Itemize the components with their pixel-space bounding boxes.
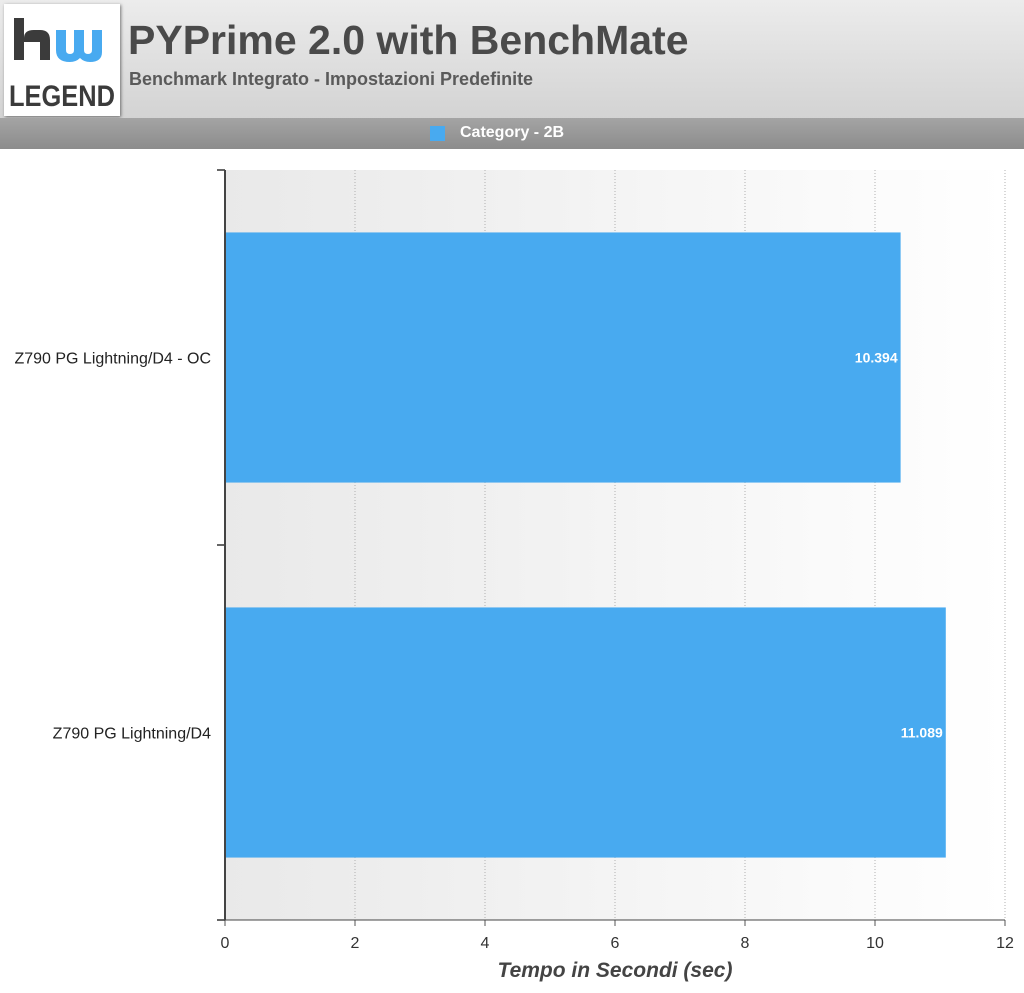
legend-swatch (430, 126, 445, 141)
y-category-label: Z790 PG Lightning/D4 (53, 726, 211, 743)
bar-value-label: 10.394 (855, 350, 898, 366)
bar (225, 607, 946, 858)
bar (225, 232, 901, 483)
x-tick-label: 6 (611, 935, 620, 952)
x-tick-label: 8 (741, 935, 750, 952)
bar-chart: 0 2 4 6 8 10 12 10.394 Z790 PG Lightning/D4 - OC… (14, 169, 1014, 982)
x-tick-label: 10 (866, 935, 884, 952)
hwlegend-logo-icon: LEGEND (9, 18, 115, 113)
chart-title: PYPrime 2.0 with BenchMate (128, 17, 689, 63)
x-tick-label: 4 (481, 935, 490, 952)
y-category-label: Z790 PG Lightning/D4 - OC (14, 351, 211, 368)
x-tick-label: 12 (996, 935, 1014, 952)
x-axis-title: Tempo in Secondi (sec) (498, 959, 733, 982)
chart-header: LEGEND PYPrime 2.0 with BenchMate Benchm… (0, 0, 1024, 118)
x-tick-label: 0 (221, 935, 230, 952)
site-logo: LEGEND (4, 4, 120, 116)
x-tick-label: 2 (351, 935, 360, 952)
bar-value-label: 11.089 (901, 725, 943, 741)
logo-text: LEGEND (9, 80, 115, 113)
legend: Category - 2B (0, 118, 1024, 149)
chart-subtitle: Benchmark Integrato - Impostazioni Prede… (129, 69, 534, 89)
legend-label: Category - 2B (460, 124, 565, 141)
